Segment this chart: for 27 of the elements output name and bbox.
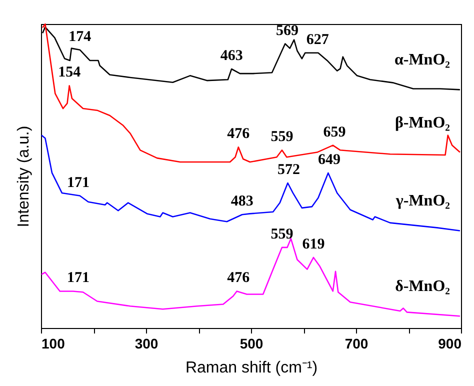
x-tick-label: 500 bbox=[240, 336, 264, 352]
annotation: 572 bbox=[278, 162, 300, 178]
annotation: 171 bbox=[67, 174, 90, 191]
x-tick-label: 700 bbox=[344, 336, 368, 352]
annotation: 174 bbox=[68, 28, 92, 45]
annotation: 559 bbox=[270, 226, 294, 242]
annotation: 154 bbox=[58, 64, 82, 81]
series-label: α-MnO₂ bbox=[394, 52, 450, 69]
annotation: 569 bbox=[276, 22, 298, 39]
annotation: 649 bbox=[318, 152, 340, 168]
x-tick-label: 300 bbox=[134, 336, 158, 352]
series-label: δ-MnO₂ bbox=[395, 278, 450, 296]
x-axis-title: Raman shift (cm⁻¹) bbox=[185, 360, 318, 376]
annotation: 463 bbox=[220, 48, 243, 64]
annotation: 476 bbox=[227, 270, 250, 286]
x-tick-label: 100 bbox=[42, 336, 66, 352]
series-label: β-MnO₂ bbox=[394, 114, 450, 132]
annotation: 483 bbox=[230, 194, 254, 210]
x-tick-label: 900 bbox=[438, 336, 462, 352]
annotation: 627 bbox=[306, 32, 330, 48]
annotation: 619 bbox=[302, 236, 325, 252]
annotation: 476 bbox=[227, 126, 250, 142]
series-label: γ-MnO₂ bbox=[394, 192, 450, 210]
annotation: 171 bbox=[67, 270, 90, 286]
annotation: 659 bbox=[323, 124, 346, 140]
annotation: 559 bbox=[270, 129, 294, 146]
y-axis-title: Intensity (a.u.) bbox=[16, 126, 32, 228]
